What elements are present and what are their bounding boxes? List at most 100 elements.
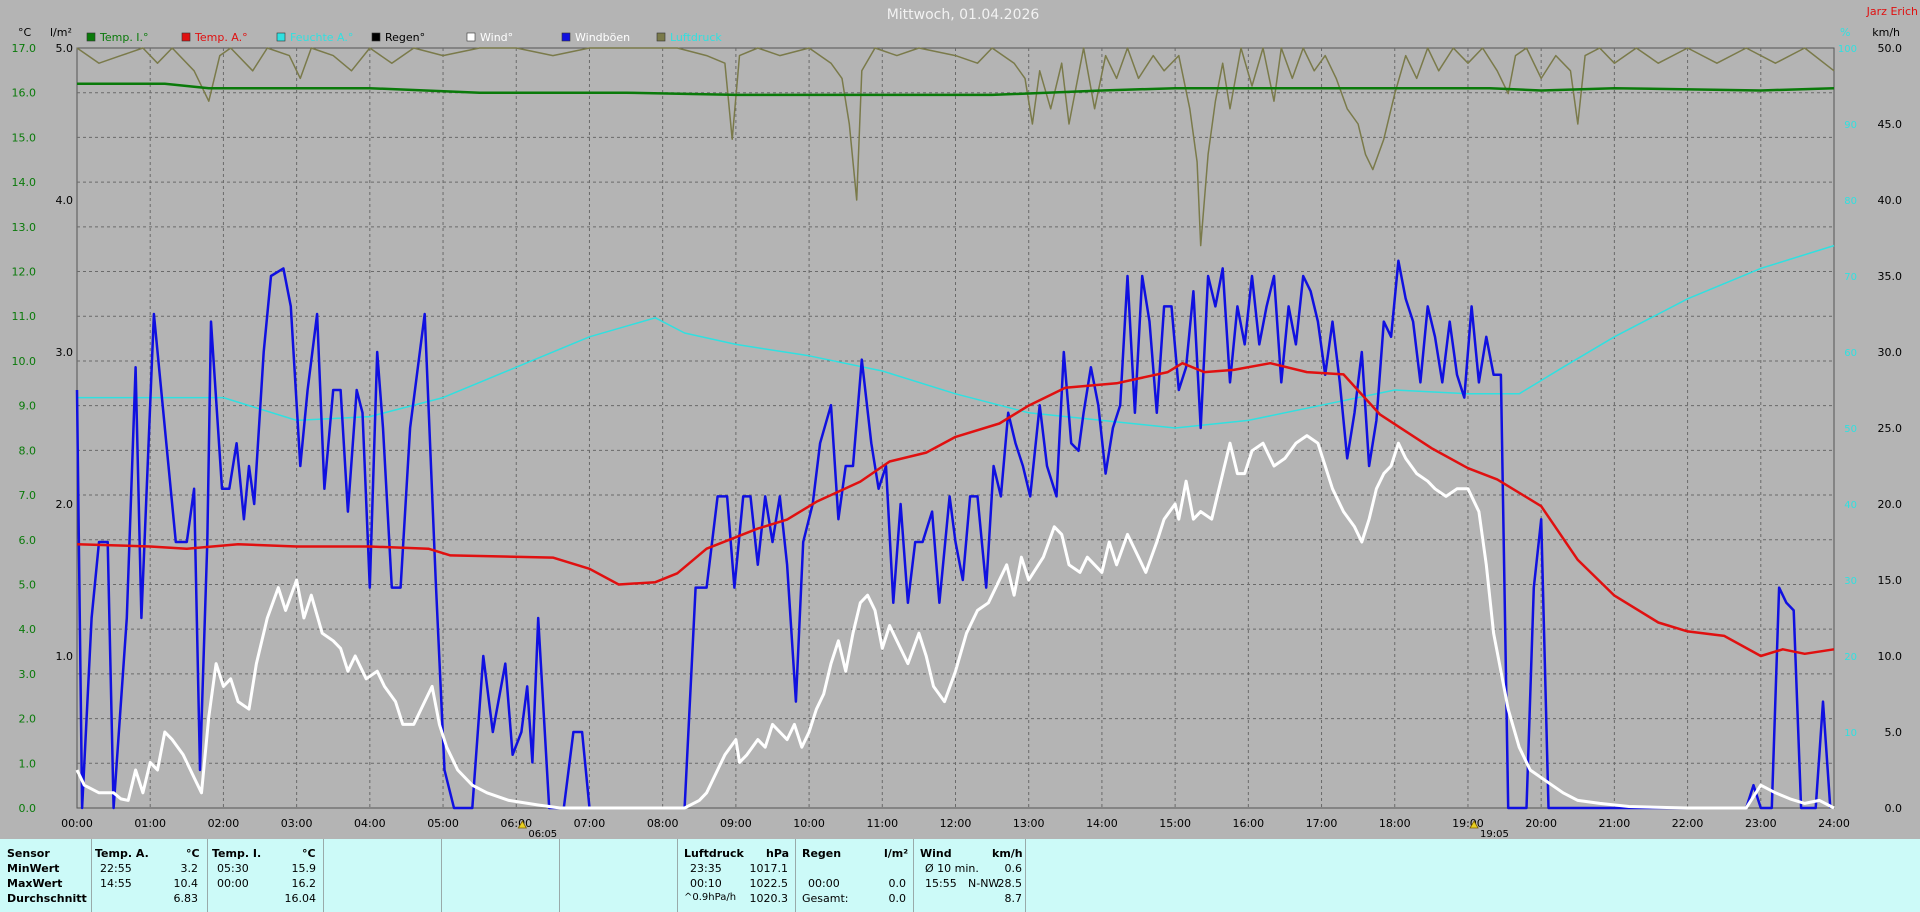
wind-max-time: 15:55 xyxy=(925,877,957,890)
time-tick-label: 09:00 xyxy=(720,817,752,830)
pressure-avg: 1020.3 xyxy=(749,892,789,905)
time-tick-label: 23:00 xyxy=(1745,817,1777,830)
temp-tick-label: 3.0 xyxy=(19,668,37,681)
temp-tick-label: 0.0 xyxy=(19,802,37,815)
temp-tick-label: 4.0 xyxy=(19,623,37,636)
pressure-max-time: 00:10 xyxy=(690,877,722,890)
pressure-tick-label: 20 xyxy=(1844,652,1857,663)
rain-unit: l/m² xyxy=(884,847,909,860)
pressure-tick-label: 60 xyxy=(1844,348,1857,359)
rain-tick-label: 4.0 xyxy=(56,194,74,207)
legend-label: Regen° xyxy=(385,31,425,44)
rain-tick-label: 1.0 xyxy=(56,650,74,663)
column-divider xyxy=(91,839,92,912)
temp-a-max-time: 14:55 xyxy=(100,877,132,890)
wind-unit: km/h xyxy=(992,847,1023,860)
rain-total-label: Gesamt: xyxy=(802,892,849,905)
column-divider xyxy=(1025,839,1026,912)
time-tick-label: 00:00 xyxy=(61,817,93,830)
pressure-tick-label: 10 xyxy=(1844,728,1857,739)
sunrise-label: 06:05 xyxy=(528,829,557,839)
row-label-avg: Durchschnitt xyxy=(7,892,87,905)
temp-i-header: Temp. I. xyxy=(212,847,262,860)
time-tick-label: 02:00 xyxy=(208,817,240,830)
time-tick-label: 16:00 xyxy=(1232,817,1264,830)
pressure-min: 1017.1 xyxy=(749,862,789,875)
legend-label: Temp. I.° xyxy=(99,31,149,44)
pressure-unit: hPa xyxy=(766,847,790,860)
temp-a-header: Temp. A. xyxy=(95,847,149,860)
weather-chart: 0.0 1.0 2.0 3.0 4.0 5.0 6.0 7.0 8.0 9.0 10.0 11.0 12… xyxy=(12,5,1919,839)
wind-max-direction: N-NW xyxy=(968,877,1000,890)
chart-legend: Temp. I.° Temp. A.° Feuchte A.° Regen° Wind°… xyxy=(86,31,722,44)
time-tick-label: 15:00 xyxy=(1159,817,1191,830)
temp-a-avg: 6.83 xyxy=(173,892,199,905)
wind-tick-label: 40.0 xyxy=(1878,194,1903,207)
temp-tick-label: 11.0 xyxy=(12,310,37,323)
rain-max-time: 00:00 xyxy=(808,877,840,890)
legend-swatch xyxy=(181,32,191,42)
time-tick-label: 01:00 xyxy=(134,817,166,830)
temp-unit-label: °C xyxy=(18,26,32,39)
wind-tick-label: 25.0 xyxy=(1878,422,1903,435)
statistics-panel: Sensor MinWert MaxWert Durchschnitt Temp… xyxy=(0,839,1920,912)
row-label-min: MinWert xyxy=(7,862,60,875)
series-line-wind xyxy=(75,434,1835,810)
time-tick-label: 03:00 xyxy=(281,817,313,830)
time-tick-label: 11:00 xyxy=(866,817,898,830)
temp-tick-label: 14.0 xyxy=(12,176,37,189)
temp-tick-label: 10.0 xyxy=(12,355,37,368)
temp-tick-label: 1.0 xyxy=(19,757,37,770)
legend-swatch xyxy=(561,32,571,42)
temp-tick-label: 9.0 xyxy=(19,400,37,413)
pressure-header: Luftdruck xyxy=(684,847,744,860)
temp-tick-label: 5.0 xyxy=(19,578,37,591)
brand-label: Jarz Erich xyxy=(1866,5,1918,18)
legend-label: Feuchte A.° xyxy=(290,31,353,44)
time-tick-label: 19:00 xyxy=(1452,817,1484,830)
wind-tick-label: 15.0 xyxy=(1878,574,1903,587)
temp-tick-label: 17.0 xyxy=(12,42,37,55)
column-divider xyxy=(559,839,560,912)
series-line-luftdruck xyxy=(76,47,1835,247)
pressure-tick-label: 80 xyxy=(1844,196,1857,207)
temp-tick-label: 13.0 xyxy=(12,221,37,234)
time-tick-label: 13:00 xyxy=(1013,817,1045,830)
time-tick-label: 12:00 xyxy=(940,817,972,830)
temp-i-min: 15.9 xyxy=(291,862,317,875)
temp-i-min-time: 05:30 xyxy=(217,862,249,875)
wind-tick-label: 5.0 xyxy=(1885,726,1903,739)
rain-header: Regen xyxy=(802,847,842,860)
pressure-tick-label: 100 xyxy=(1838,44,1857,55)
time-tick-label: 20:00 xyxy=(1525,817,1557,830)
temp-a-unit: °C xyxy=(186,847,200,860)
pressure-tick-label: 30 xyxy=(1844,576,1857,587)
sensor-header: Sensor xyxy=(7,847,50,860)
time-tick-label: 17:00 xyxy=(1306,817,1338,830)
wind-tick-label: 10.0 xyxy=(1878,650,1903,663)
pressure-unit-label: % xyxy=(1840,26,1850,39)
sun-icon xyxy=(517,820,528,829)
time-tick-label: 24:00 xyxy=(1818,817,1850,830)
temp-tick-label: 15.0 xyxy=(12,131,37,144)
wind-min: 0.6 xyxy=(1004,862,1023,875)
temp-tick-label: 2.0 xyxy=(19,713,37,726)
legend-swatch xyxy=(276,32,286,42)
temp-i-max-time: 00:00 xyxy=(217,877,249,890)
wind-min-label: Ø 10 min. xyxy=(925,862,979,875)
pressure-tick-label: 70 xyxy=(1844,272,1857,283)
temp-a-max: 10.4 xyxy=(173,877,199,890)
column-divider xyxy=(913,839,914,912)
temp-tick-label: 16.0 xyxy=(12,87,37,100)
axis-labels: 0.0 1.0 2.0 3.0 4.0 5.0 6.0 7.0 8.0 9.0 10.0 11.0 12… xyxy=(12,42,1903,839)
legend-label: Temp. A.° xyxy=(194,31,248,44)
time-tick-label: 22:00 xyxy=(1672,817,1704,830)
sun-icon xyxy=(1469,820,1479,829)
pressure-trend: ^0.9hPa/h xyxy=(684,892,737,903)
series-line-feuchte-a xyxy=(77,244,1835,429)
series-line-temp-a xyxy=(76,361,1835,658)
row-label-max: MaxWert xyxy=(7,877,63,890)
time-tick-label: 18:00 xyxy=(1379,817,1411,830)
pressure-tick-label: 40 xyxy=(1844,500,1857,511)
legend-swatch xyxy=(656,32,666,42)
